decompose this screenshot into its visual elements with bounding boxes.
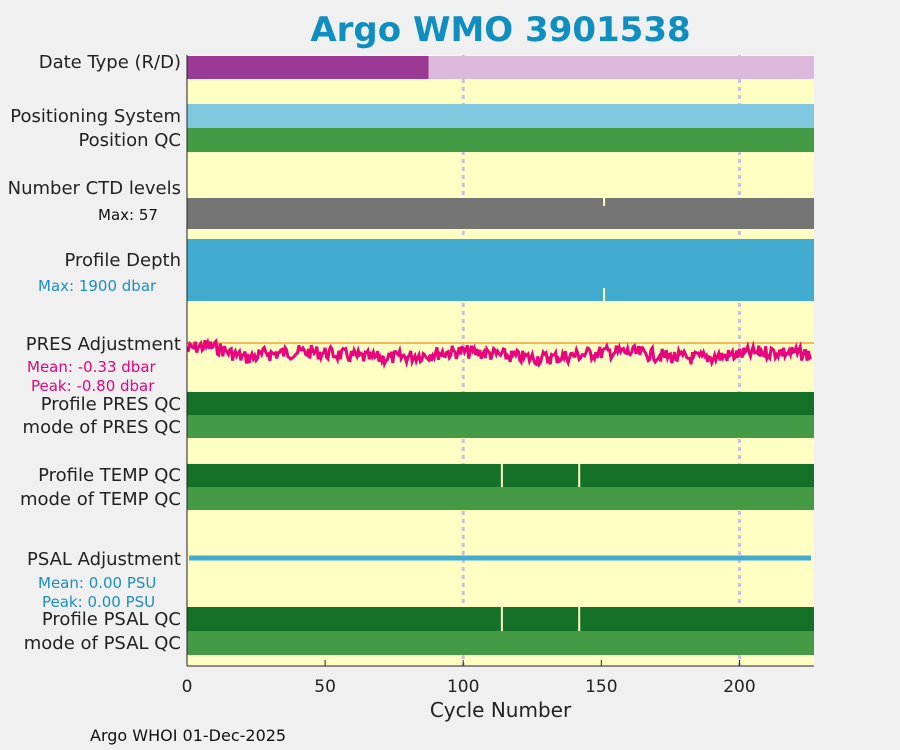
ctd-levels-bar <box>187 201 814 229</box>
x-tick-label-0: 0 <box>181 677 193 697</box>
label-pres-mean: Mean: -0.33 dbar <box>27 358 156 376</box>
temp-qc-flag-142 <box>578 464 581 487</box>
label-profile-psal-qc: Profile PSAL QC <box>41 609 181 630</box>
x-tick-label-200: 200 <box>723 677 756 697</box>
label-pres-adjustment: PRES Adjustment <box>25 334 181 355</box>
ctd-levels-top-ticks <box>187 198 814 201</box>
x-axis-label: Cycle Number <box>429 698 572 722</box>
label-mode-psal-qc: mode of PSAL QC <box>23 633 181 654</box>
date-type-realtime-bar <box>187 56 429 79</box>
label-positioning: Positioning System <box>10 106 181 127</box>
label-profile-pres-qc: Profile PRES QC <box>40 394 181 415</box>
label-profile-depth: Profile Depth <box>64 250 181 271</box>
profile-temp-qc-bar <box>187 464 814 487</box>
temp-qc-flag-114 <box>500 464 503 487</box>
ctd-gap-151 <box>603 196 606 206</box>
x-tick-label-150: 150 <box>585 677 618 697</box>
x-tick-label-100: 100 <box>446 677 480 697</box>
profile-pres-qc-bar <box>187 392 814 415</box>
footer-credit: Argo WHOI 01-Dec-2025 <box>90 726 287 745</box>
label-psal-peak: Peak: 0.00 PSU <box>42 593 156 611</box>
label-profile-temp-qc: Profile TEMP QC <box>38 465 181 486</box>
profile-psal-qc-bar <box>187 607 814 631</box>
mode-psal-qc-bar <box>187 631 814 655</box>
label-ctd-max: Max: 57 <box>98 206 158 224</box>
label-mode-temp-qc: mode of TEMP QC <box>19 489 181 510</box>
label-ctd-levels: Number CTD levels <box>7 178 181 199</box>
profile-depth-bar <box>187 239 814 301</box>
label-position-qc: Position QC <box>78 130 181 151</box>
positioning-system-bar <box>187 104 814 128</box>
label-depth-max: Max: 1900 dbar <box>38 277 157 295</box>
psal-qc-flag-114 <box>500 607 503 631</box>
position-qc-bar <box>187 128 814 152</box>
label-psal-mean: Mean: 0.00 PSU <box>38 574 157 592</box>
x-tick-label-50: 50 <box>314 677 336 697</box>
mode-temp-qc-bar <box>187 487 814 510</box>
label-date-type: Date Type (R/D) <box>38 52 181 73</box>
mode-pres-qc-bar <box>187 415 814 438</box>
pres-adjustment-series <box>186 337 813 369</box>
psal-qc-flag-142 <box>578 607 581 631</box>
label-psal-adjustment: PSAL Adjustment <box>26 549 181 570</box>
label-mode-pres-qc: mode of PRES QC <box>22 417 181 438</box>
chart-title: Argo WMO 3901538 <box>310 10 691 50</box>
depth-gap-151 <box>603 288 606 301</box>
label-pres-peak: Peak: -0.80 dbar <box>31 377 155 395</box>
date-type-delayed-bar <box>428 56 814 79</box>
